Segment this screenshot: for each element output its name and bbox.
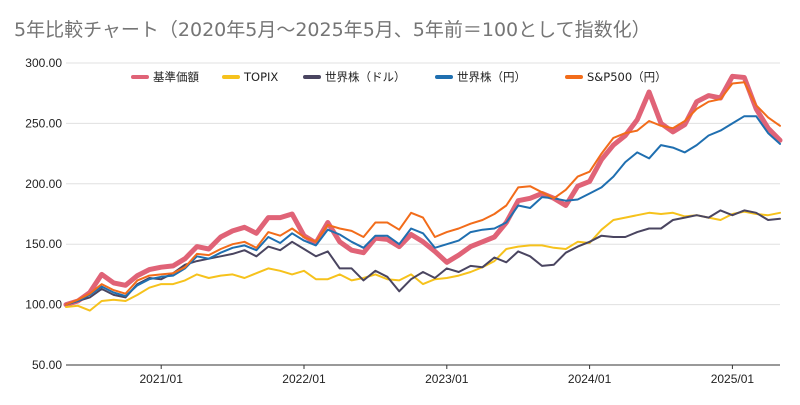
y-tick-label: 200.00 xyxy=(25,177,62,191)
series-line-1 xyxy=(65,210,781,312)
series-line-0 xyxy=(63,73,783,308)
series-line-3 xyxy=(65,115,781,306)
x-tick-label: 2021/01 xyxy=(140,372,184,386)
series-line-2 xyxy=(65,209,781,306)
legend-item-label[interactable]: TOPIX xyxy=(243,70,278,84)
legend-item-label[interactable]: 世界株（ドル） xyxy=(325,70,406,84)
x-tick-label: 2024/01 xyxy=(568,372,612,386)
x-tick-label: 2023/01 xyxy=(425,372,469,386)
legend-item-label[interactable]: 世界株（円） xyxy=(457,70,526,84)
plot-area xyxy=(63,73,783,312)
grid xyxy=(66,62,780,366)
y-axis: 50.00 100.00 150.00 200.00 250.00 300.00 xyxy=(25,56,62,372)
chart-title: 5年比較チャート（2020年5月〜2025年5月、5年前＝100として指数化） xyxy=(14,19,651,41)
y-tick-label: 250.00 xyxy=(25,116,62,130)
y-tick-label: 150.00 xyxy=(25,237,62,251)
legend-item-label[interactable]: 基準価額 xyxy=(153,70,199,84)
y-tick-label: 100.00 xyxy=(25,298,62,312)
y-tick-label: 300.00 xyxy=(25,56,62,70)
x-axis: 2021/01 2022/01 2023/01 2024/01 2025/01 xyxy=(140,365,755,386)
x-tick-label: 2022/01 xyxy=(282,372,326,386)
series-line-4 xyxy=(65,81,781,306)
x-tick-label: 2025/01 xyxy=(711,372,755,386)
legend[interactable]: 基準価額 TOPIX 世界株（ドル） 世界株（円） S&P500（円） xyxy=(131,70,667,84)
legend-item-label[interactable]: S&P500（円） xyxy=(587,70,667,84)
y-tick-label: 50.00 xyxy=(32,358,62,372)
